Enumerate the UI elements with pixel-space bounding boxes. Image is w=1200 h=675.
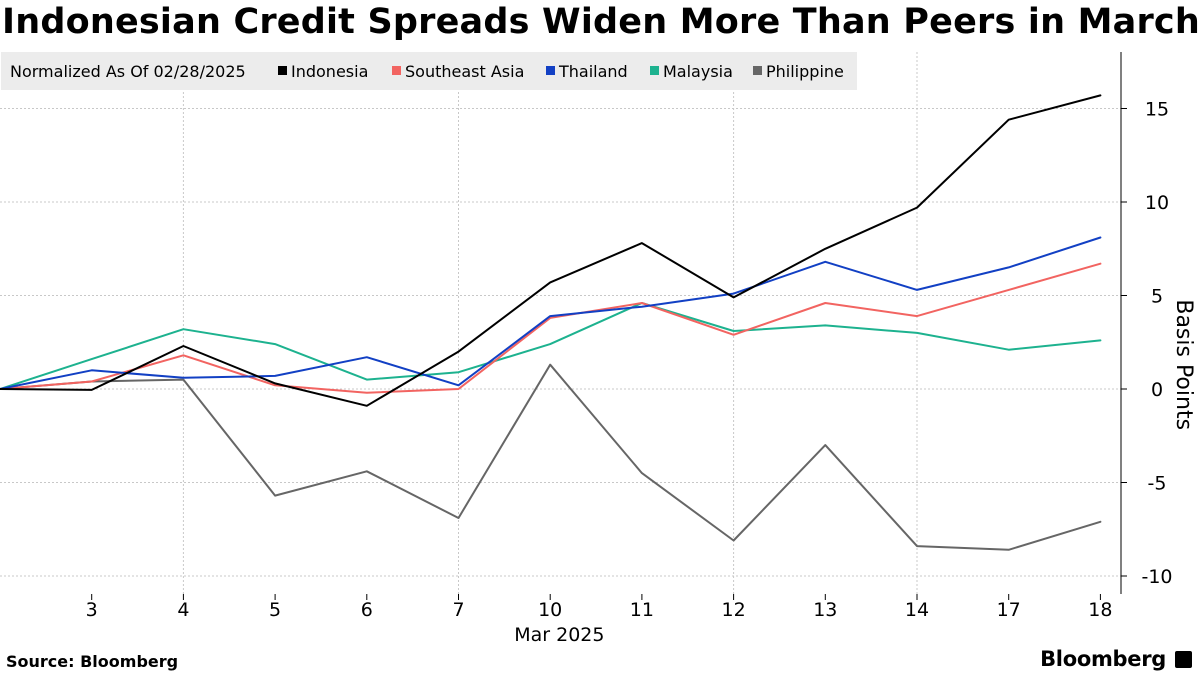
y-tick-label: 5 bbox=[1151, 286, 1163, 308]
series-line-indonesia bbox=[0, 94, 1102, 407]
x-tick-label: 10 bbox=[538, 599, 562, 621]
y-tick-label: 0 bbox=[1151, 379, 1163, 401]
x-tick-label: 3 bbox=[86, 599, 98, 621]
series-line-philippine bbox=[0, 363, 1102, 551]
x-tick-label: 11 bbox=[630, 599, 654, 621]
y-tick-label: -5 bbox=[1148, 473, 1167, 495]
y-tick-label: -10 bbox=[1141, 566, 1172, 588]
x-tick-label: 17 bbox=[997, 599, 1021, 621]
y-tick-label: 10 bbox=[1145, 192, 1169, 214]
legend-swatch-malaysia bbox=[650, 66, 659, 75]
chart-title: Indonesian Credit Spreads Widen More Tha… bbox=[2, 2, 1200, 42]
legend-title: Normalized As Of 02/28/2025 bbox=[10, 62, 246, 81]
x-tick-label: 5 bbox=[269, 599, 281, 621]
series-lines bbox=[0, 94, 1102, 551]
legend-swatch-thailand bbox=[546, 66, 555, 75]
bloomberg-logo-icon bbox=[1175, 651, 1192, 668]
y-axis: -10 -5 0 5 10 15 Basis Points bbox=[1120, 52, 1196, 594]
x-tick-label: 4 bbox=[177, 599, 189, 621]
legend: Normalized As Of 02/28/2025 Indonesia Sout… bbox=[1, 52, 857, 90]
legend-label-philippine: Philippine bbox=[766, 62, 844, 81]
legend-label-southeast-asia: Southeast Asia bbox=[405, 62, 524, 81]
x-axis: 3 4 5 6 7 10 11 12 13 14 17 18 Mar 2025 bbox=[86, 594, 1112, 646]
gridlines bbox=[0, 52, 1121, 594]
legend-swatch-indonesia bbox=[278, 66, 287, 75]
y-tick-label: 15 bbox=[1145, 99, 1169, 121]
x-tick-label: 12 bbox=[722, 599, 746, 621]
x-tick-label: 7 bbox=[452, 599, 464, 621]
series-line-thailand bbox=[0, 236, 1102, 390]
x-tick-label: 14 bbox=[905, 599, 929, 621]
legend-label-thailand: Thailand bbox=[558, 62, 628, 81]
legend-background bbox=[1, 52, 857, 90]
legend-label-indonesia: Indonesia bbox=[291, 62, 368, 81]
bloomberg-logo: Bloomberg bbox=[1040, 647, 1166, 671]
source-note: Source: Bloomberg bbox=[6, 652, 179, 671]
x-tick-label: 18 bbox=[1088, 599, 1112, 621]
legend-swatch-philippine bbox=[753, 66, 762, 75]
x-tick-label: 13 bbox=[813, 599, 837, 621]
series-line-southeast-asia bbox=[0, 262, 1102, 394]
y-axis-title: Basis Points bbox=[1171, 299, 1196, 430]
x-tick-label: 6 bbox=[361, 599, 373, 621]
x-axis-title: Mar 2025 bbox=[514, 624, 604, 646]
series-line-malaysia bbox=[0, 302, 1102, 390]
legend-swatch-southeast-asia bbox=[392, 66, 401, 75]
legend-label-malaysia: Malaysia bbox=[663, 62, 733, 81]
